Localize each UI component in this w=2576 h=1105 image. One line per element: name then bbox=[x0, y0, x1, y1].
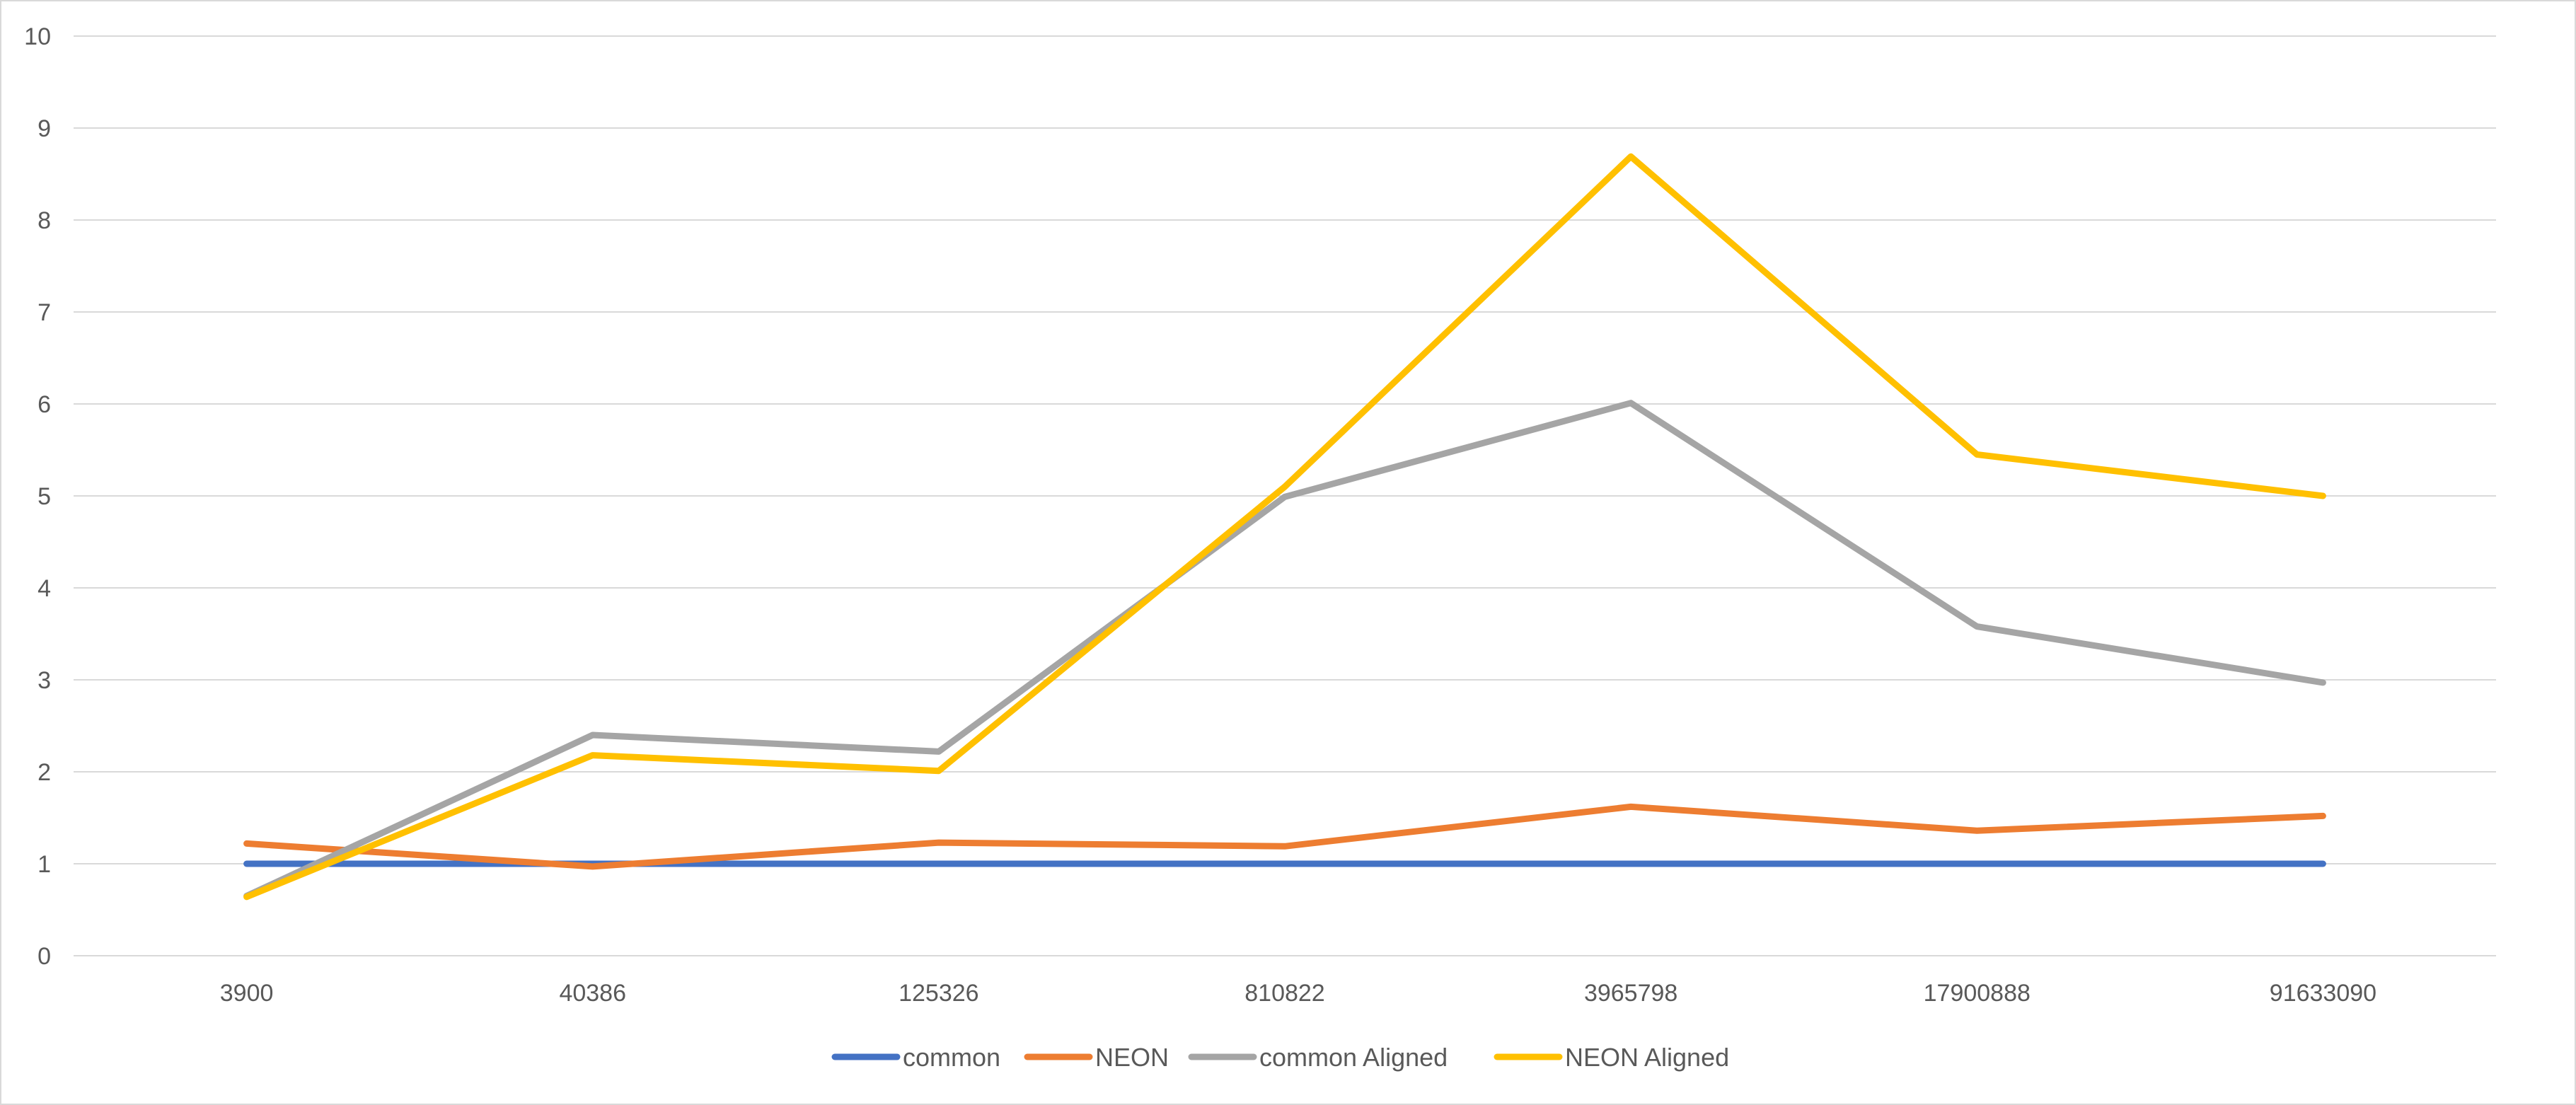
y-tick-label: 8 bbox=[37, 207, 51, 234]
x-tick-label: 91633090 bbox=[2270, 980, 2376, 1007]
legend-label: common bbox=[903, 1043, 1000, 1072]
y-tick-label: 10 bbox=[24, 23, 51, 50]
y-tick-label: 6 bbox=[37, 391, 51, 418]
y-tick-label: 4 bbox=[37, 575, 51, 602]
y-tick-label: 2 bbox=[37, 759, 51, 786]
legend: common NEON common Aligned NEON Aligned bbox=[831, 1043, 1729, 1072]
legend-item: common bbox=[831, 1043, 1000, 1072]
x-tick-label: 810822 bbox=[1244, 980, 1324, 1007]
series-line-neon bbox=[243, 803, 2326, 870]
legend-label: NEON bbox=[1095, 1043, 1169, 1072]
series-lines bbox=[243, 153, 2326, 901]
legend-label: NEON Aligned bbox=[1565, 1043, 1729, 1072]
x-tick-label: 3965798 bbox=[1584, 980, 1677, 1007]
y-tick-label: 7 bbox=[37, 299, 51, 326]
x-tick-label: 40386 bbox=[559, 980, 626, 1007]
legend-item: NEON Aligned bbox=[1494, 1043, 1729, 1072]
x-tick-label: 3900 bbox=[220, 980, 274, 1007]
y-tick-label: 0 bbox=[37, 943, 51, 970]
y-tick-label: 1 bbox=[37, 851, 51, 878]
series-line-neon-aligned bbox=[243, 153, 2326, 901]
series-line-common-aligned bbox=[243, 400, 2326, 899]
x-axis-ticks: 3900 40386 125326 810822 3965798 17900888 9163… bbox=[220, 980, 2376, 1007]
legend-label: common Aligned bbox=[1259, 1043, 1448, 1072]
y-tick-label: 3 bbox=[37, 667, 51, 694]
legend-item: common Aligned bbox=[1188, 1043, 1448, 1072]
y-tick-label: 9 bbox=[37, 115, 51, 142]
y-tick-label: 5 bbox=[37, 483, 51, 510]
x-tick-label: 17900888 bbox=[1924, 980, 2031, 1007]
x-tick-label: 125326 bbox=[899, 980, 978, 1007]
y-axis-ticks: 0 1 2 3 4 5 6 7 8 9 10 bbox=[24, 23, 51, 970]
legend-item: NEON bbox=[1024, 1043, 1169, 1072]
